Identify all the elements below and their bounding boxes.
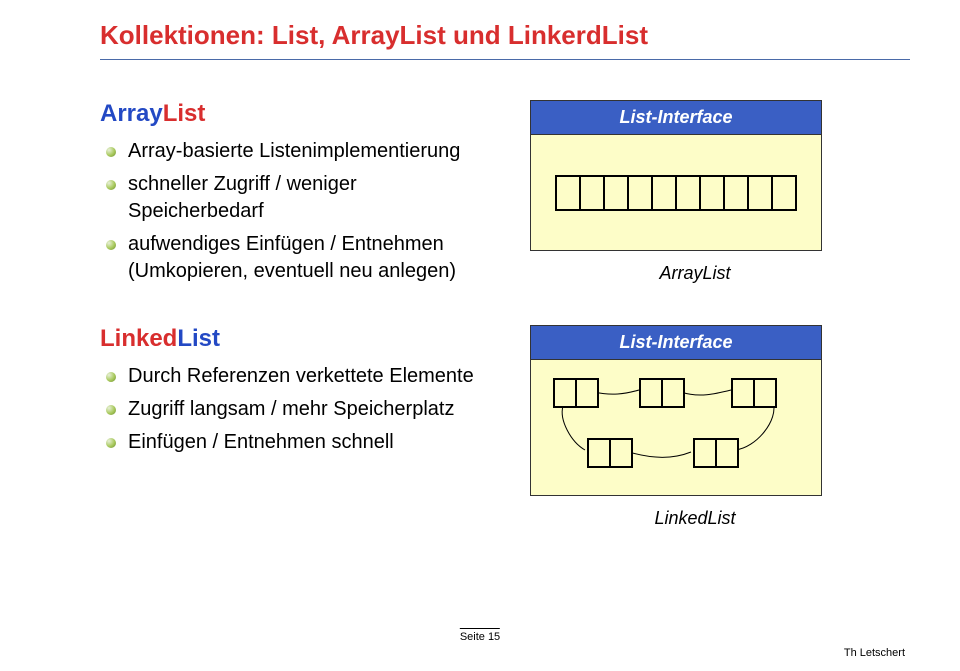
section-linkedlist: LinkedList Durch Referenzen verkettete E… — [100, 325, 910, 529]
linkedlist-node — [553, 378, 599, 408]
arraylist-bullets: Array-basierte Listenimplementierung sch… — [100, 138, 490, 285]
node-cell — [639, 378, 663, 408]
arraylist-caption: ArrayList — [530, 263, 860, 284]
array-cell — [699, 175, 725, 211]
linkedlist-diagram-body — [531, 360, 821, 495]
array-cell — [747, 175, 773, 211]
linkedlist-node — [587, 438, 633, 468]
linkedlist-heading-blue: List — [177, 325, 220, 352]
linkedlist-edge — [595, 390, 639, 394]
list-item: Durch Referenzen verkettete Elemente — [100, 363, 490, 390]
array-cell — [771, 175, 797, 211]
linkedlist-node — [693, 438, 739, 468]
slide-title: Kollektionen: List, ArrayList und Linker… — [100, 20, 910, 51]
footer-author: Th Letschert — [844, 647, 905, 659]
linkedlist-edge — [562, 406, 585, 450]
arraylist-text: ArrayList Array-basierte Listenimplement… — [100, 100, 490, 315]
arraylist-cells — [555, 175, 797, 211]
array-cell — [603, 175, 629, 211]
linkedlist-node — [731, 378, 777, 408]
linkedlist-edge — [681, 390, 731, 395]
arraylist-heading: ArrayList — [100, 100, 490, 128]
list-item: Einfügen / Entnehmen schnell — [100, 429, 490, 456]
array-cell — [555, 175, 581, 211]
linkedlist-heading-red: Linked — [100, 325, 177, 352]
list-item: aufwendiges Einfügen / Entnehmen (Umkopi… — [100, 231, 490, 285]
arraylist-heading-red: List — [163, 100, 206, 127]
node-cell — [587, 438, 611, 468]
list-item: Zugriff langsam / mehr Speicherplatz — [100, 396, 490, 423]
linkedlist-heading: LinkedList — [100, 325, 490, 353]
array-cell — [651, 175, 677, 211]
arraylist-heading-blue: Array — [100, 100, 163, 127]
linkedlist-diagram: List-Interface — [530, 325, 822, 496]
node-cell — [693, 438, 717, 468]
node-cell — [575, 378, 599, 408]
array-cell — [627, 175, 653, 211]
linkedlist-edge — [735, 402, 774, 450]
section-arraylist: ArrayList Array-basierte Listenimplement… — [100, 100, 910, 315]
array-cell — [579, 175, 605, 211]
arraylist-diagram-col: List-Interface ArrayList — [530, 100, 860, 284]
linkedlist-diagram-col: List-Interface LinkedList — [530, 325, 860, 529]
arraylist-diagram-body — [531, 135, 821, 250]
array-cell — [675, 175, 701, 211]
node-cell — [661, 378, 685, 408]
node-cell — [753, 378, 777, 408]
list-item: Array-basierte Listenimplementierung — [100, 138, 490, 165]
node-cell — [731, 378, 755, 408]
title-underline — [100, 59, 910, 60]
node-cell — [715, 438, 739, 468]
linkedlist-diagram-header: List-Interface — [531, 326, 821, 360]
arraylist-diagram: List-Interface — [530, 100, 822, 251]
linkedlist-caption: LinkedList — [530, 508, 860, 529]
page-number: Seite 15 — [460, 628, 500, 643]
linkedlist-text: LinkedList Durch Referenzen verkettete E… — [100, 325, 490, 486]
node-cell — [553, 378, 577, 408]
slide: Kollektionen: List, ArrayList und Linker… — [0, 0, 960, 671]
array-cell — [723, 175, 749, 211]
linkedlist-edge — [629, 452, 691, 457]
linkedlist-node — [639, 378, 685, 408]
linkedlist-bullets: Durch Referenzen verkettete Elemente Zug… — [100, 363, 490, 456]
list-item: schneller Zugriff / weniger Speicherbeda… — [100, 171, 490, 225]
arraylist-diagram-header: List-Interface — [531, 101, 821, 135]
node-cell — [609, 438, 633, 468]
